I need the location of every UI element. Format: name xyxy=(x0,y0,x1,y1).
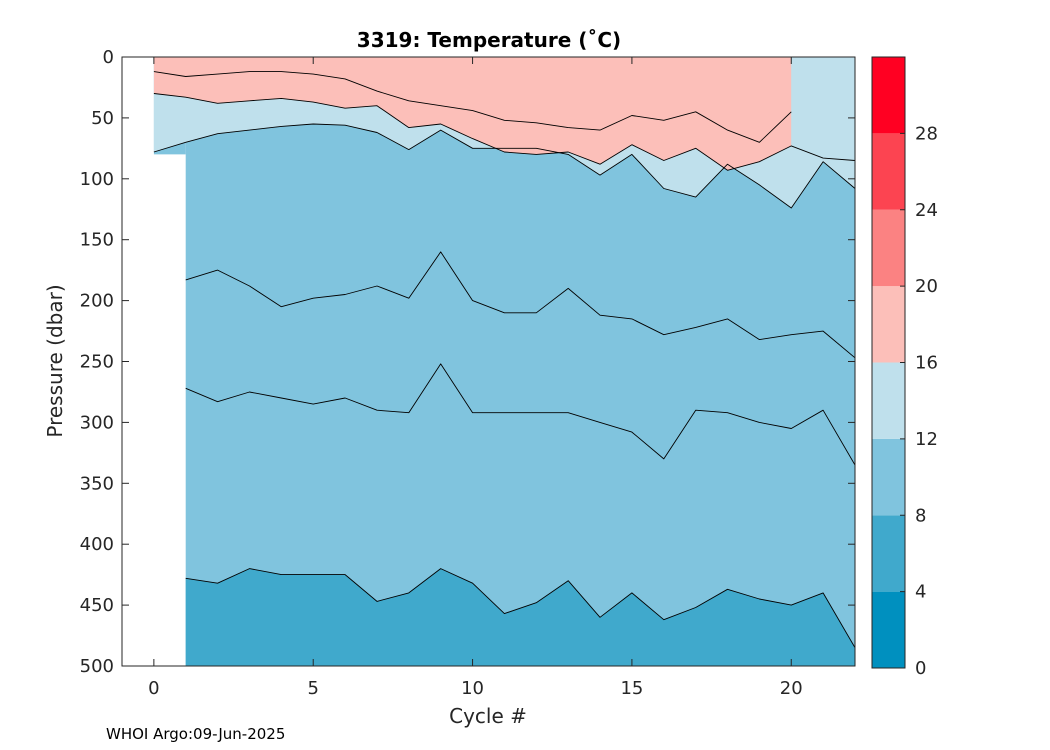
colorbar-segment xyxy=(872,286,905,363)
colorbar-tick-label: 28 xyxy=(915,123,938,144)
y-tick-label: 50 xyxy=(91,108,114,129)
isotherm-line-12-2 xyxy=(185,251,855,359)
x-tick-label: 10 xyxy=(461,678,484,699)
x-axis: 0 5 10 15 20 xyxy=(148,57,803,699)
x-tick-label: 15 xyxy=(620,678,643,699)
temperature-fill-bands xyxy=(153,57,855,666)
y-tick-label: 400 xyxy=(80,534,114,555)
y-tick-label: 250 xyxy=(80,352,114,373)
colorbar-tick-label: 8 xyxy=(915,505,926,526)
footer-credit: WHOI Argo:09-Jun-2025 xyxy=(106,725,286,743)
y-axis: 0 50 100 150 200 250 300 350 400 450 500 xyxy=(80,47,855,677)
colorbar-segment xyxy=(872,209,905,287)
colorbar-tick-label: 4 xyxy=(915,582,926,603)
y-tick-label: 100 xyxy=(80,169,114,190)
colorbar-tick-label: 16 xyxy=(915,353,938,374)
band-8-12 xyxy=(185,57,855,666)
y-tick-label: 500 xyxy=(80,656,114,677)
x-tick-label: 5 xyxy=(307,678,318,699)
contour-plot-area xyxy=(122,57,855,666)
x-tick-label: 20 xyxy=(780,678,803,699)
y-tick-label: 350 xyxy=(80,473,114,494)
isotherm-line-20-5 xyxy=(153,71,792,143)
x-axis-label: Cycle # xyxy=(449,704,527,728)
isotherm-lines xyxy=(153,71,855,648)
colorbar-segment xyxy=(872,133,905,210)
colorbar-segment xyxy=(872,515,905,592)
y-tick-label: 200 xyxy=(80,291,114,312)
y-tick-label: 0 xyxy=(103,47,114,68)
isotherm-line-8-0 xyxy=(185,568,855,648)
colorbar-segment xyxy=(872,591,905,668)
isotherm-line-12-3 xyxy=(185,363,855,466)
band-4-8 xyxy=(185,568,855,666)
colorbar-tick-label: 12 xyxy=(915,429,938,450)
colorbar-tick-label: 20 xyxy=(915,276,938,297)
colorbar-segment xyxy=(872,438,905,516)
y-axis-label: Pressure (dbar) xyxy=(43,284,67,437)
isotherm-line-16-4 xyxy=(153,93,855,171)
y-tick-label: 450 xyxy=(80,595,114,616)
y-tick-label: 150 xyxy=(80,230,114,251)
colorbar-segment xyxy=(872,362,905,439)
colorbar-tick-label: 0 xyxy=(915,658,926,679)
isotherm-line-12-1 xyxy=(153,123,855,209)
chart-title: 3319: Temperature (˚C) xyxy=(357,28,621,52)
band-16-20 xyxy=(153,57,792,171)
colorbar-tick-label: 24 xyxy=(915,200,938,221)
x-tick-label: 0 xyxy=(148,678,159,699)
colorbar: 0 4 8 12 16 20 24 28 xyxy=(871,56,938,679)
colorbar-segment xyxy=(872,57,905,134)
y-tick-label: 300 xyxy=(80,412,114,433)
band-12-16-late xyxy=(791,57,855,162)
